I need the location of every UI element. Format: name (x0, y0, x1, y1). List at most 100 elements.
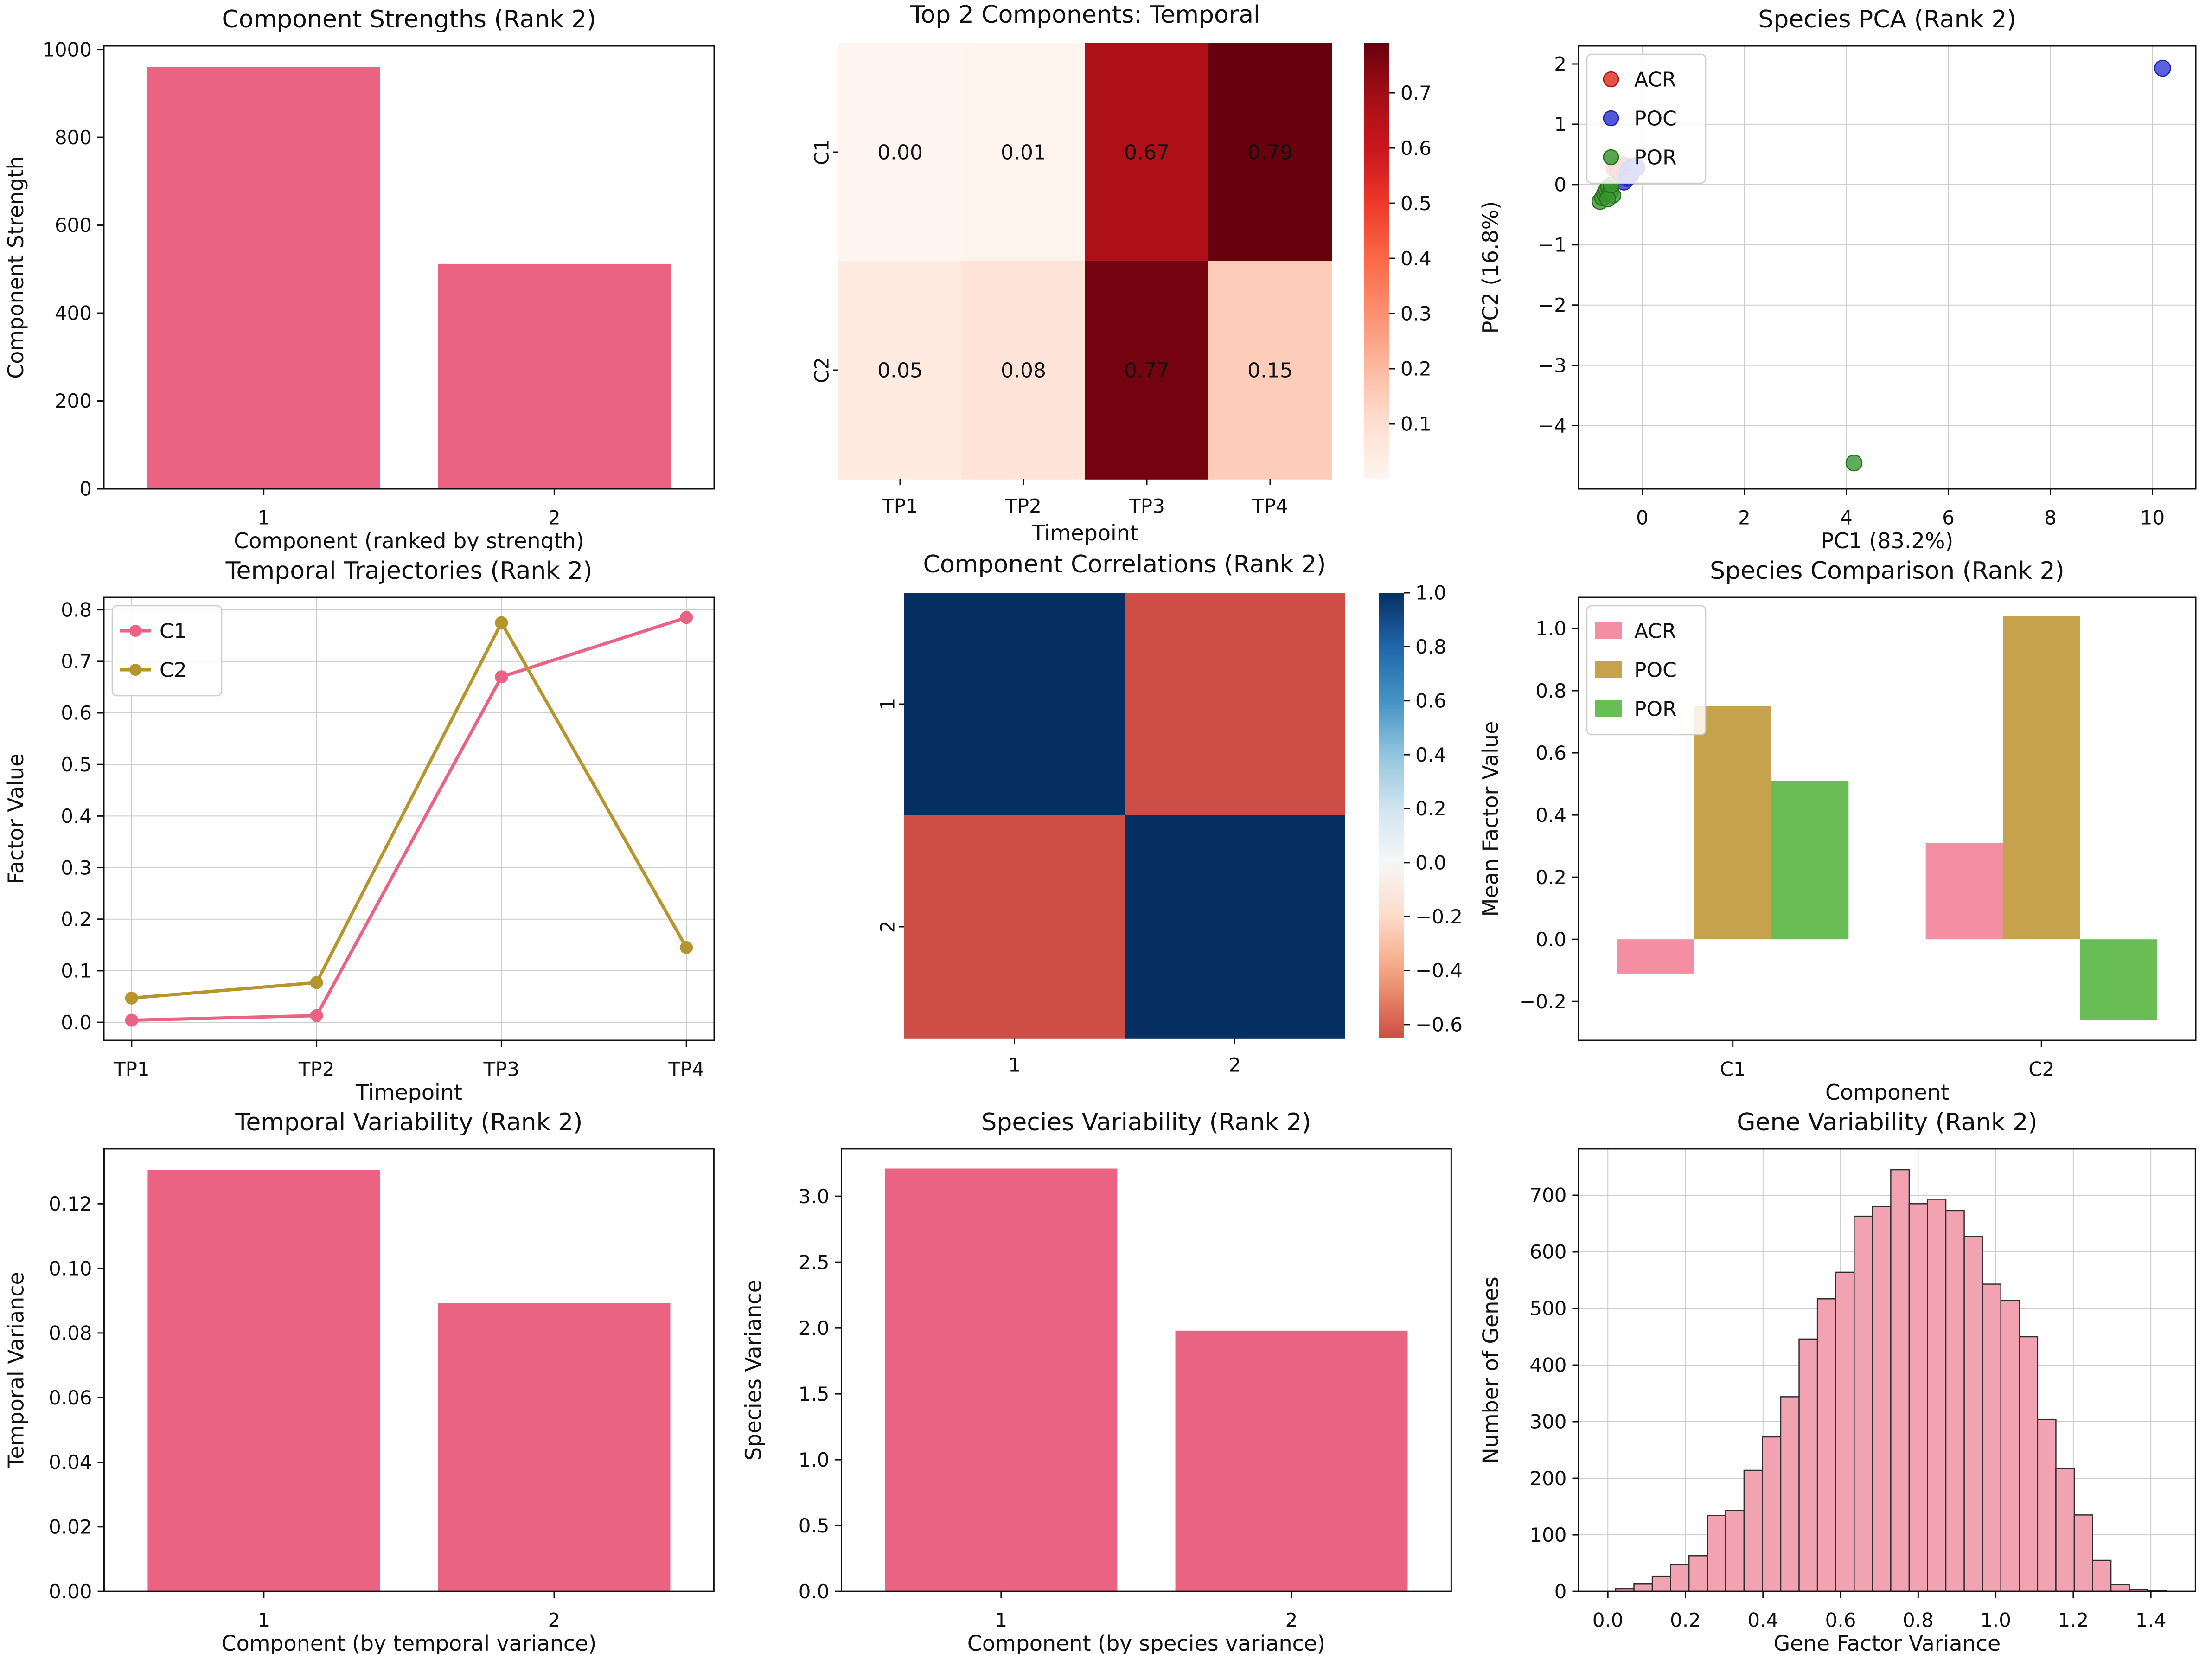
y-tick-label: 800 (55, 126, 92, 149)
panel-species-comparison: −0.2 0.0 0.2 0.4 0.6 0.8 1.0 C1 C2 ACR POC POR Speci… (1475, 551, 2212, 1103)
legend-swatch (1595, 700, 1622, 717)
x-tick-label: 2 (1285, 1609, 1298, 1632)
colorbar-tick-label: 0.2 (1415, 797, 1446, 820)
hist-bar (2037, 1418, 2057, 1592)
x-axis-label: Component (ranked by strength) (234, 528, 584, 551)
bar (438, 263, 671, 489)
hist-bar (1743, 1469, 1763, 1592)
heatmap-cell (962, 43, 1086, 262)
y-tick-label: 0.6 (1535, 742, 1566, 764)
colorbar-tick-label: 0.0 (1415, 852, 1446, 874)
y-tick-label: 0.10 (49, 1257, 92, 1280)
y-tick-label: −4 (1538, 414, 1566, 437)
hist-bar (1633, 1583, 1653, 1592)
y-tick-label: 0.8 (61, 598, 92, 621)
y-tick-label: 0.4 (61, 805, 92, 827)
y-tick-label: 0.2 (61, 908, 92, 930)
y-tick-label: 0.04 (49, 1451, 92, 1474)
chart-title: Component Strengths (Rank 2) (222, 6, 596, 33)
marker-C2 (680, 941, 693, 954)
y-tick-label: 0.3 (61, 856, 92, 879)
x-axis-label: Component (1825, 1080, 1949, 1103)
hist-bar (1688, 1555, 1708, 1592)
hist-bar (1927, 1199, 1947, 1592)
y-axis-label: Component Strength (3, 156, 28, 379)
x-tick-label: TP3 (1128, 495, 1165, 518)
marker-C1 (495, 670, 508, 684)
y-tick-label: 0.6 (61, 702, 92, 724)
hist-bar (1798, 1338, 1818, 1592)
y-tick-label: 0.8 (1535, 680, 1566, 702)
colorbar-tick-label: 0.6 (1400, 137, 1432, 160)
bar-POR (2080, 939, 2157, 1020)
y-tick-label: 0.00 (49, 1580, 92, 1603)
y-tick-label: 200 (1529, 1467, 1566, 1490)
temporal-variability-chart: 0.00 0.02 0.04 0.06 0.08 0.10 0.12 1 2 Temporal V… (4, 1109, 715, 1654)
legend-box (1586, 53, 1707, 184)
bar-ACR (1925, 843, 2003, 940)
y-tick-label: 0.4 (1535, 804, 1566, 827)
y-axis-label: Mean Factor Value (1478, 721, 1503, 917)
heatmap-cell (1208, 261, 1332, 480)
y-tick-label: 2 (1554, 53, 1566, 76)
species-comparison-chart: −0.2 0.0 0.2 0.4 0.6 0.8 1.0 C1 C2 ACR POC POR Speci… (1478, 557, 2197, 1103)
colorbar-tick-label: −0.2 (1415, 905, 1463, 928)
x-tick-label: 4 (1840, 506, 1853, 529)
chart-title: Species Comparison (Rank 2) (1710, 557, 2065, 585)
heatmap-cell (1125, 593, 1345, 816)
colorbar-tick-label: 0.6 (1415, 689, 1446, 712)
hist-bar (1670, 1564, 1690, 1592)
colorbar (1379, 593, 1404, 1038)
y-tick-label: C2 (811, 357, 833, 383)
legend-label: POR (1634, 146, 1677, 169)
chart-title: Temporal Variability (Rank 2) (235, 1109, 582, 1136)
bar (1175, 1330, 1408, 1592)
hist-bar (1853, 1215, 1873, 1592)
x-axis-label: Component (by species variance) (967, 1631, 1325, 1654)
heatmap-cell (1085, 261, 1209, 480)
y-tick-label: 200 (55, 390, 92, 412)
hist-bar (2000, 1300, 2020, 1592)
x-tick-label: 1.2 (2058, 1609, 2089, 1632)
heatmap-annotation: 0.01 (1001, 141, 1046, 164)
bar-POC (1694, 706, 1771, 940)
hist-bar (1963, 1236, 1983, 1592)
hist-bar (2019, 1336, 2039, 1592)
heatmap-annotation: 0.79 (1247, 141, 1293, 164)
y-tick-label: 700 (1529, 1184, 1566, 1207)
gene-variability-chart: 0 100 200 300 400 500 600 700 0.0 0.2 0.4 0.6 0.8 1.0… (1478, 1109, 2196, 1654)
temporal-trajectories-chart: 0.0 0.1 0.2 0.3 0.4 0.5 0.6 0.7 0.8 TP1 TP2 TP3 TP4 C… (3, 557, 715, 1103)
bar-POR (1771, 781, 1849, 940)
x-tick-label: 0.0 (1592, 1609, 1624, 1632)
y-tick-label: 1.5 (799, 1383, 830, 1405)
heatmap-cell (904, 815, 1125, 1039)
x-axis-label: Timepoint (1031, 520, 1138, 545)
x-tick-label: 2 (1228, 1054, 1241, 1077)
colorbar-tick-label: 0.4 (1415, 744, 1446, 766)
bar-ACR (1617, 939, 1694, 974)
y-tick-label: 3.0 (799, 1185, 830, 1208)
hist-bar (1707, 1515, 1726, 1592)
component-strengths-chart: 0 200 400 600 800 1000 1 2 Component Strengths (… (3, 6, 715, 551)
y-tick-label: 300 (1529, 1410, 1566, 1433)
hist-bar (1982, 1283, 2001, 1592)
panel-component-strengths: 0 200 400 600 800 1000 1 2 Component Strengths (… (0, 0, 737, 551)
y-axis-label: Temporal Variance (4, 1272, 29, 1469)
hist-bar (1908, 1203, 1928, 1592)
heatmap-cell (962, 261, 1086, 480)
y-tick-label: 0.02 (49, 1516, 92, 1539)
bar (438, 1303, 671, 1592)
y-tick-label: −3 (1538, 354, 1566, 377)
heatmap-annotation: 0.08 (1001, 359, 1046, 382)
x-tick-label: 2 (548, 1609, 561, 1632)
panel-temporal-trajectories: 0.0 0.1 0.2 0.3 0.4 0.5 0.6 0.7 0.8 TP1 TP2 TP3 TP4 C… (0, 551, 737, 1103)
y-axis-label: Number of Genes (1478, 1276, 1503, 1463)
temporal-heatmap-chart: 0.00 0.01 0.67 0.79 0.05 0.08 0.77 0.15 TP1 TP2 TP… (811, 1, 1432, 545)
x-tick-label: 10 (2140, 506, 2165, 529)
species-variability-chart: 0.0 0.5 1.0 1.5 2.0 2.5 3.0 1 2 Species Variabili… (741, 1109, 1452, 1654)
panel-temporal-heatmap: 0.00 0.01 0.67 0.79 0.05 0.08 0.77 0.15 TP1 TP2 TP… (737, 0, 1475, 551)
x-tick-label: TP2 (1005, 495, 1042, 518)
marker-C1 (310, 1009, 323, 1022)
y-tick-label: 0.5 (799, 1514, 830, 1537)
